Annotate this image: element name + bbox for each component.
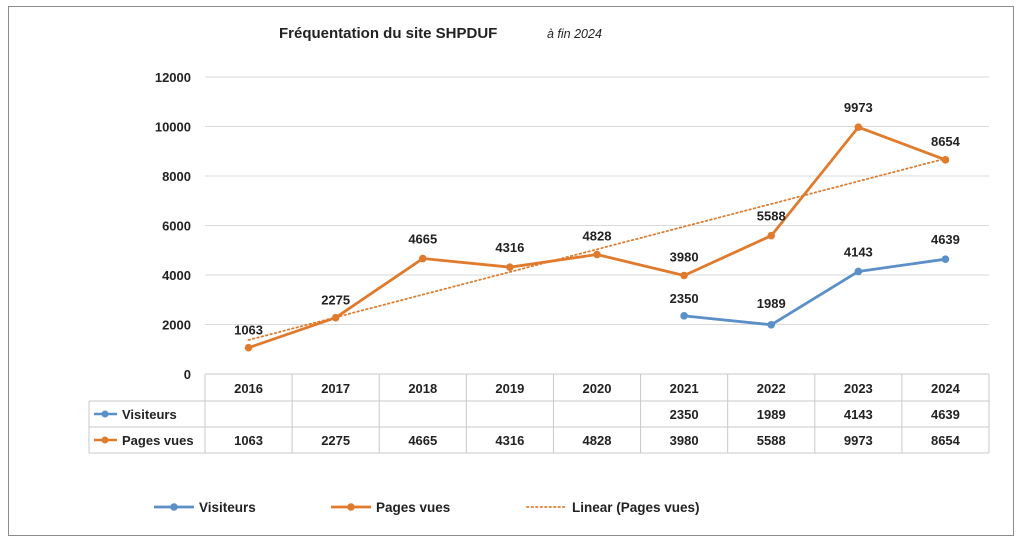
data-point (680, 271, 688, 280)
y-tick-label: 2000 (162, 318, 191, 333)
data-point (854, 267, 863, 276)
chart-subtitle: à fin 2024 (547, 27, 602, 41)
data-point (680, 312, 688, 320)
table-cell: 1989 (757, 407, 786, 422)
table-row-label: Visiteurs (122, 407, 177, 422)
data-point (767, 320, 776, 329)
chart-frame: Fréquentation du site SHPDUF à fin 2024 … (8, 6, 1014, 536)
data-label: 8654 (931, 134, 961, 149)
data-point (331, 313, 340, 322)
data-label: 4316 (495, 240, 524, 255)
legend-marker (170, 503, 178, 511)
data-label: 2275 (321, 293, 350, 308)
legend-label: Linear (Pages vues) (572, 500, 700, 515)
table-cell: 1063 (234, 433, 263, 448)
data-label: 5588 (757, 209, 786, 224)
y-tick-label: 4000 (162, 268, 191, 283)
table-cell: 3980 (670, 433, 699, 448)
legend-label: Visiteurs (199, 500, 256, 515)
data-label: 1989 (757, 296, 786, 311)
data-point (854, 123, 863, 131)
series-line-visiteurs (683, 257, 946, 327)
data-label: 4828 (583, 229, 612, 244)
x-tick-label: 2024 (931, 381, 961, 396)
chart-title: Fréquentation du site SHPDUF (279, 25, 497, 42)
series-layer (244, 123, 950, 352)
data-table: 2016 2017 2018 2019 2020 2021 2022 2023 2024 Visi… (88, 373, 990, 454)
data-label: 1063 (234, 323, 263, 338)
y-tick-label: 0 (184, 367, 191, 382)
data-label: 4665 (408, 232, 437, 247)
legend-label: Pages vues (376, 500, 450, 515)
y-tick-label: 8000 (162, 169, 191, 184)
gridlines (205, 76, 989, 375)
data-label: 9973 (844, 100, 873, 115)
table-row-label: Pages vues (122, 433, 194, 448)
table-cell: 4828 (583, 433, 612, 448)
table-cell: 5588 (757, 433, 786, 448)
data-label: 2350 (670, 291, 699, 306)
data-label: 4639 (931, 232, 960, 247)
legend-marker (347, 503, 355, 511)
table-cell: 8654 (931, 433, 961, 448)
table-cell: 2275 (321, 433, 350, 448)
x-tick-label: 2019 (495, 381, 524, 396)
data-point (941, 156, 950, 164)
y-tick-label: 6000 (162, 219, 191, 234)
x-tick-label: 2017 (321, 381, 350, 396)
line-chart: Fréquentation du site SHPDUF à fin 2024 … (88, 25, 990, 515)
data-point (593, 250, 601, 259)
table-cell: 2350 (670, 407, 699, 422)
data-point (767, 231, 776, 240)
x-tick-label: 2016 (234, 381, 263, 396)
data-label: 4143 (844, 244, 873, 259)
data-point (506, 263, 514, 271)
data-point (941, 255, 950, 263)
x-tick-label: 2022 (757, 381, 786, 396)
x-tick-label: 2018 (408, 381, 437, 396)
table-cell: 4143 (844, 407, 873, 422)
table-legend-marker (101, 436, 109, 444)
data-label: 3980 (670, 249, 699, 264)
x-tick-label: 2020 (583, 381, 612, 396)
data-point (418, 254, 427, 263)
table-cell: 4316 (495, 433, 524, 448)
x-tick-label: 2023 (844, 381, 873, 396)
table-legend-marker (101, 410, 109, 418)
trendline-layer (247, 157, 947, 341)
y-tick-label: 12000 (155, 70, 191, 85)
data-point (244, 343, 253, 352)
x-tick-label: 2021 (670, 381, 699, 396)
y-axis-ticks: 0 2000 4000 6000 8000 10000 12000 (155, 70, 191, 382)
legend: Visiteurs Pages vues Linear (Pages vues) (154, 500, 700, 515)
table-cell: 4665 (408, 433, 437, 448)
data-labels: 2350 1989 4143 4639 1063 2275 4665 4316 4828 3980… (234, 100, 961, 338)
y-tick-label: 10000 (155, 120, 191, 135)
trendline (247, 157, 947, 341)
table-cell: 9973 (844, 433, 873, 448)
table-cell: 4639 (931, 407, 960, 422)
